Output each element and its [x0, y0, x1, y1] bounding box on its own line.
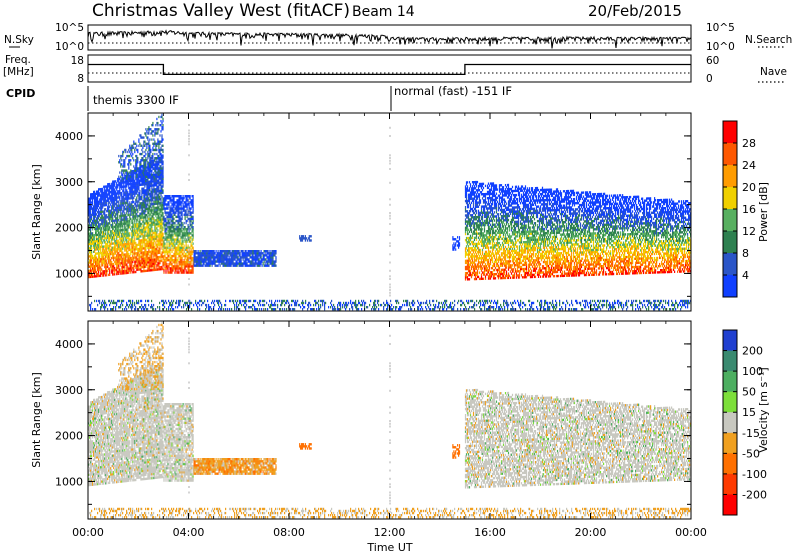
y-tick-label: 3000 [55, 176, 83, 189]
noise-tick-top-right: 10^5 [706, 22, 735, 34]
x-tick-label: 04:00 [173, 526, 205, 539]
velocity-colorbar-swatch [723, 351, 737, 372]
power-colorbar-tick: 28 [742, 137, 756, 150]
velocity-colorbar-tick: 15 [742, 406, 756, 419]
nsky-series [88, 31, 691, 49]
power-colorbar-swatch [723, 143, 737, 166]
plot-title: Christmas Valley West (fitACF) [92, 1, 350, 21]
power-colorbar-swatch [723, 187, 737, 210]
freq-tick-top: 18 [71, 55, 84, 67]
cpid-first: themis 3300 IF [93, 93, 179, 107]
velocity-colorbar-swatch [723, 412, 737, 433]
velocity-y-axis-label: Slant Range [km] [30, 372, 43, 468]
cpid-strip: themis 3300 IF normal (fast) -151 IF [88, 84, 512, 111]
x-tick-label: 12:00 [374, 526, 406, 539]
rti-plot: Christmas Valley West (fitACF) Beam 14 2… [0, 0, 800, 554]
freq-tick-bottom: 8 [77, 73, 84, 85]
power-panel: 1000 2000 3000 4000 Slant Range [km] [30, 113, 691, 311]
y-tick-label: 3000 [55, 384, 83, 397]
velocity-colorbar-swatch [723, 392, 737, 413]
noise-tick-bottom-left: 10^0 [55, 41, 84, 53]
velocity-colorbar-swatch [723, 433, 737, 454]
y-tick-label: 2000 [55, 430, 83, 443]
power-colorbar-tick: 12 [742, 225, 756, 238]
velocity-colorbar-tick: 50 [742, 386, 756, 399]
power-colorbar-swatch [723, 121, 737, 144]
x-tick-label: 00:00 [72, 526, 104, 539]
power-colorbar-swatch [723, 253, 737, 276]
power-colorbar: 28 24 20 16 12 8 4 [723, 121, 756, 298]
x-tick-label: 08:00 [273, 526, 305, 539]
cpid-second: normal (fast) -151 IF [394, 84, 512, 98]
date-label: 20/Feb/2015 [588, 2, 682, 20]
velocity-colorbar-tick: -200 [742, 488, 767, 501]
freq-unit-label: [MHz] [3, 66, 34, 78]
velocity-colorbar-swatch [723, 494, 737, 515]
y-tick-label: 2000 [55, 222, 83, 235]
velocity-colorbar-swatch [723, 371, 737, 392]
x-axis-label: Time UT [366, 541, 412, 554]
y-tick-label: 1000 [55, 475, 83, 488]
beam-label: Beam 14 [352, 4, 415, 20]
power-colorbar-tick: 20 [742, 181, 756, 194]
nsky-label: N.Sky [4, 34, 34, 46]
velocity-colorbar-label: Velocity [m s⁻¹] [757, 367, 770, 452]
power-colorbar-swatch [723, 165, 737, 188]
noise-tick-top-left: 10^5 [55, 22, 84, 34]
power-colorbar-tick: 8 [742, 247, 749, 260]
noise-tick-bottom-right: 10^0 [706, 41, 735, 53]
power-y-axis-label: Slant Range [km] [30, 164, 43, 260]
freq-panel: 18 8 60 0 [71, 55, 720, 85]
power-colorbar-tick: 4 [742, 269, 749, 282]
power-colorbar-swatch [723, 231, 737, 254]
nave-tick-top: 60 [706, 55, 719, 67]
power-colorbar-swatch [723, 275, 737, 298]
x-tick-label: 16:00 [474, 526, 506, 539]
y-tick-label: 4000 [55, 130, 83, 143]
velocity-colorbar-tick: -100 [742, 468, 767, 481]
noise-panel: 10^5 10^0 10^5 10^0 [55, 22, 735, 53]
nave-label: Nave [760, 66, 787, 78]
velocity-colorbar-tick: 200 [742, 345, 763, 358]
velocity-colorbar-swatch [723, 474, 737, 495]
power-colorbar-tick: 16 [742, 203, 756, 216]
velocity-panel: 1000 2000 3000 4000 Slant Range [km] [30, 321, 691, 519]
x-tick-label: 20:00 [575, 526, 607, 539]
power-colorbar-label: Power [dB] [757, 182, 770, 242]
power-colorbar-swatch [723, 209, 737, 232]
velocity-colorbar-swatch [723, 330, 737, 351]
velocity-colorbar-swatch [723, 453, 737, 474]
y-tick-label: 1000 [55, 267, 83, 280]
x-tick-label: 00:00 [675, 526, 707, 539]
nave-tick-bottom: 0 [706, 73, 713, 85]
y-tick-label: 4000 [55, 338, 83, 351]
nsearch-label: N.Search [745, 34, 792, 46]
freq-label: Freq. [5, 54, 31, 66]
cpid-label: CPID [6, 87, 35, 100]
power-colorbar-tick: 24 [742, 159, 756, 172]
